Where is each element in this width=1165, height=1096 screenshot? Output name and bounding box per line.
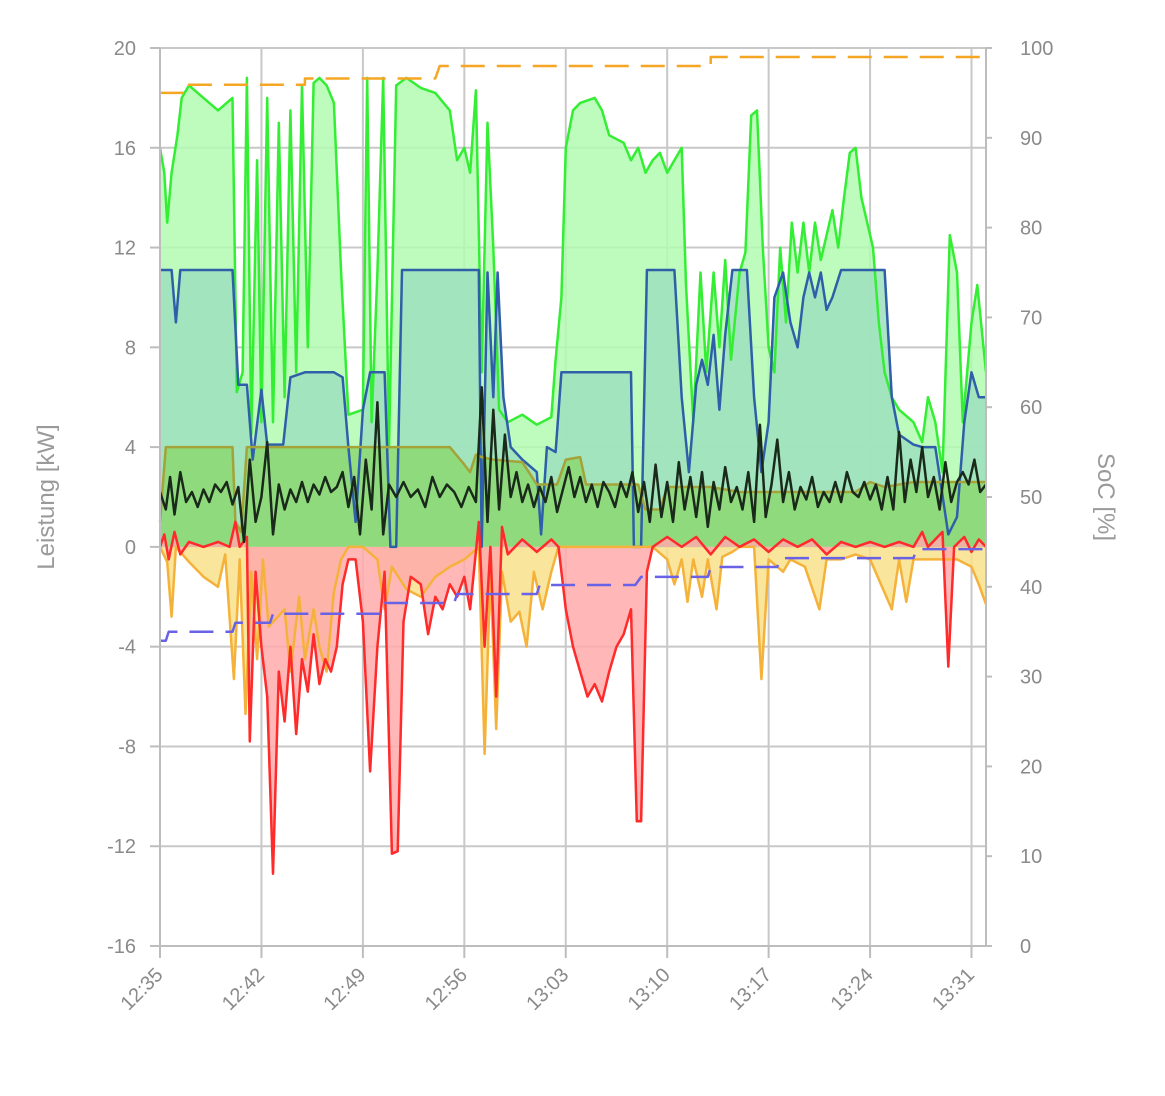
plot-frame [150, 47, 992, 958]
y-tick-labels: 20 16 12 8 4 0 -4 -8 -12 -16 [107, 38, 136, 958]
series-olive-area-series-line [158, 445, 986, 534]
y2-tick-label: 60 [1020, 397, 1042, 419]
series-orange-dashed-soc-line [160, 55, 986, 95]
y-tick-label: -12 [107, 836, 136, 858]
y-tick-label: 4 [125, 437, 136, 459]
series-red-area-series-line [158, 520, 987, 875]
y-tick-label: 20 [114, 38, 136, 60]
y-tick-label: 16 [114, 138, 136, 160]
y2-tick-label: 20 [1020, 756, 1042, 778]
x-tick-label: 12:49 [319, 964, 370, 1015]
y2-tick-label: 80 [1020, 218, 1042, 240]
y2-tick-label: 100 [1020, 38, 1053, 60]
y-tick-label: -4 [118, 637, 136, 659]
y-tick-label: -8 [118, 736, 136, 758]
x-tick-label: 13:10 [624, 964, 675, 1015]
y2-tick-label: 70 [1020, 307, 1042, 329]
x-tick-labels: 12:35 12:42 12:49 12:56 13:03 13:10 13:17 13:24… [117, 964, 979, 1015]
y2-tick-label: 0 [1020, 936, 1031, 958]
x-tick-label: 12:56 [421, 964, 472, 1015]
y2-tick-label: 40 [1020, 577, 1042, 599]
y-tick-label: 8 [125, 337, 136, 359]
x-tick-label: 13:24 [827, 964, 878, 1015]
series-green-area-series-line [158, 76, 988, 474]
series-red-area-series-fill [160, 521, 986, 874]
y-tick-label: -16 [107, 936, 136, 958]
y-axis-title: Leistung [kW] [33, 424, 60, 569]
y-tick-label: 0 [125, 537, 136, 559]
y2-tick-label: 90 [1020, 128, 1042, 150]
y2-tick-label: 30 [1020, 667, 1042, 689]
series-blue-dashed-soc-line [160, 547, 986, 642]
y2-tick-label: 50 [1020, 487, 1042, 509]
series-orange-area-series-line [158, 545, 988, 756]
x-tick-label: 13:17 [725, 964, 776, 1015]
y-tick-label: 12 [114, 238, 136, 260]
x-tick-label: 12:35 [117, 964, 168, 1015]
y2-tick-label: 10 [1020, 846, 1042, 868]
series-lines [158, 55, 988, 875]
x-tick-label: 13:31 [928, 964, 979, 1015]
y2-axis-title: SoC [%] [1092, 453, 1119, 541]
x-tick-label: 12:42 [218, 964, 269, 1015]
series-black-line-series-line [158, 385, 987, 544]
x-tick-label: 13:03 [522, 964, 573, 1015]
